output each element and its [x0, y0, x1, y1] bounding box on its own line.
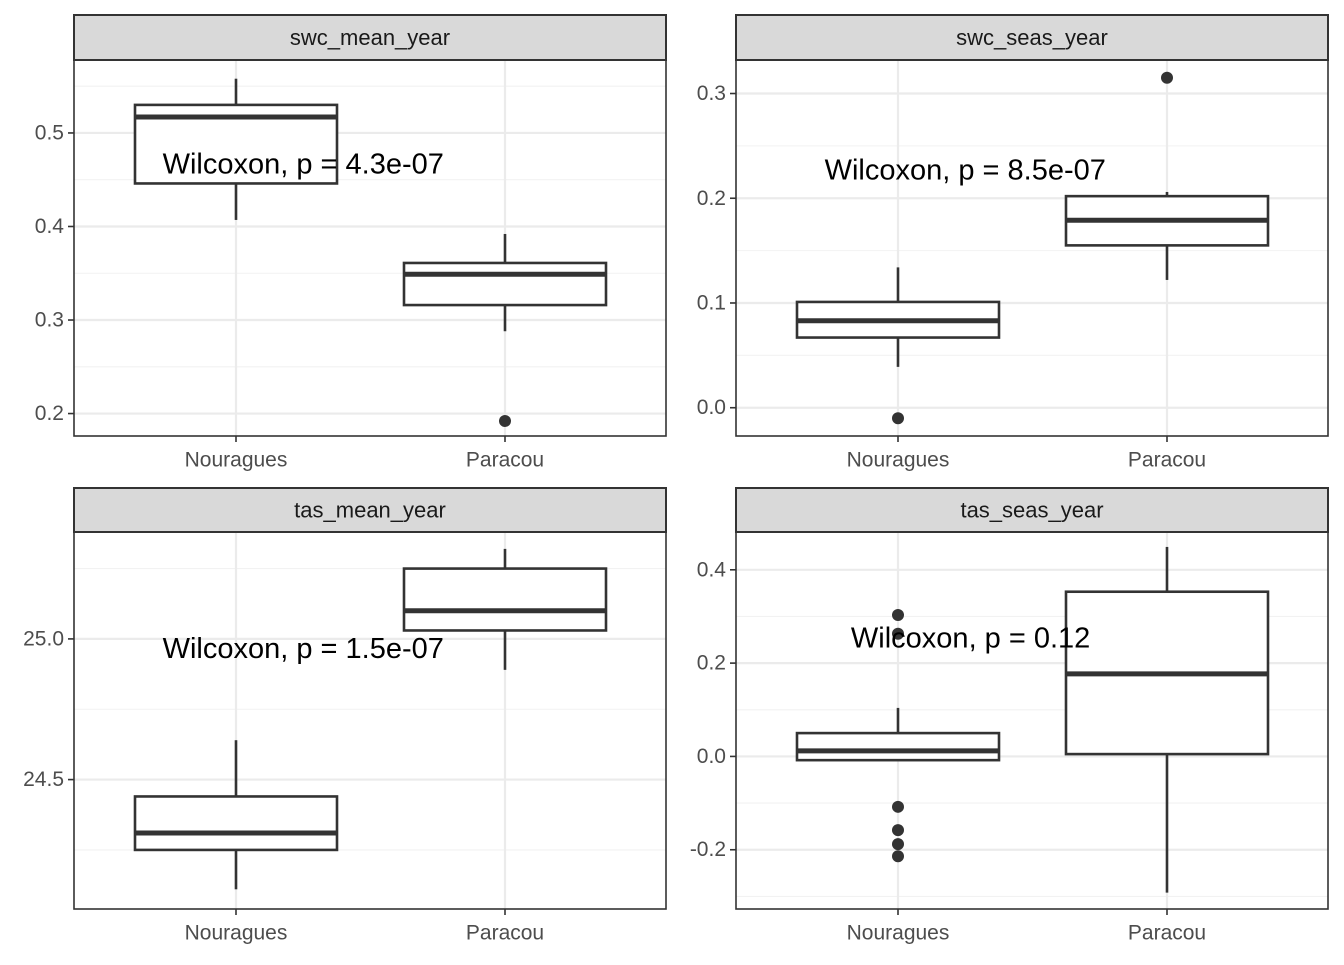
box-nouragues: [795, 609, 1001, 863]
box-paracou: [402, 233, 608, 428]
y-tick-label: 0.0: [697, 396, 726, 419]
y-tick-label: 0.2: [35, 402, 64, 425]
outlier-point: [892, 800, 904, 813]
y-tick-label: 0.5: [35, 121, 64, 144]
facet-strip: [735, 14, 1329, 61]
x-tick-label: Nouragues: [185, 922, 288, 945]
wilcoxon-annotation: Wilcoxon, p = 1.5e-07: [163, 633, 444, 665]
outlier-point: [1161, 71, 1173, 84]
y-tick-label: 24.5: [23, 768, 64, 791]
y-tick-label: 0.2: [697, 652, 726, 675]
box-iqr: [133, 795, 339, 852]
box-iqr: [402, 261, 608, 307]
facet-strip: [735, 487, 1329, 533]
facet-strip: [73, 14, 667, 61]
outlier-point: [892, 850, 904, 863]
facet-panel-swc-seas-year: Wilcoxon, p = 8.5e-07 swc_seas_year 0.0 0.1…: [697, 14, 1329, 472]
y-tick-label: 0.4: [697, 558, 727, 581]
x-tick-label: Paracou: [1128, 449, 1206, 472]
y-tick-label: 0.4: [35, 215, 65, 238]
wilcoxon-annotation: Wilcoxon, p = 4.3e-07: [163, 148, 444, 180]
box-nouragues: [133, 740, 339, 890]
x-tick-label: Paracou: [1128, 922, 1206, 945]
outlier-point: [892, 412, 904, 425]
outlier-point: [892, 627, 904, 640]
box-iqr: [795, 731, 1001, 762]
facet-strip-label: swc_mean_year: [290, 25, 450, 50]
box-nouragues: [795, 267, 1001, 425]
x-tick-label: Nouragues: [847, 449, 950, 472]
wilcoxon-annotation: Wilcoxon, p = 0.12: [851, 622, 1090, 654]
box-paracou: [1064, 546, 1270, 893]
x-tick-label: Nouragues: [847, 922, 950, 945]
box-iqr: [402, 567, 608, 632]
x-tick-label: Paracou: [466, 922, 544, 945]
box-paracou: [402, 548, 608, 670]
y-tick-label: 0.3: [697, 82, 726, 105]
y-tick-label: 0.2: [697, 187, 726, 210]
facet-strip-label: tas_seas_year: [960, 498, 1103, 523]
facet-strip-label: swc_seas_year: [956, 25, 1108, 50]
y-tick-label: -0.2: [690, 838, 726, 861]
outlier-point: [892, 824, 904, 837]
box-paracou: [1064, 71, 1270, 280]
facet-strip-label: tas_mean_year: [294, 498, 446, 523]
y-tick-label: 25.0: [23, 627, 64, 650]
x-tick-label: Paracou: [466, 449, 544, 472]
outlier-point: [499, 415, 511, 428]
facet-strip: [73, 487, 667, 533]
facet-panel-tas-mean-year: Wilcoxon, p = 1.5e-07 tas_mean_year 24.5 25…: [23, 487, 667, 945]
outlier-point: [892, 838, 904, 851]
panel-background: [736, 60, 1328, 436]
facet-panel-swc-mean-year: Wilcoxon, p = 4.3e-07 swc_mean_year 0.2 0.3…: [35, 14, 667, 472]
y-tick-label: 0.3: [35, 309, 64, 332]
x-tick-label: Nouragues: [185, 449, 288, 472]
wilcoxon-annotation: Wilcoxon, p = 8.5e-07: [825, 155, 1106, 187]
y-tick-label: 0.0: [697, 745, 726, 768]
y-tick-label: 0.1: [697, 291, 726, 314]
facet-panel-tas-seas-year: Wilcoxon, p = 0.12 tas_seas_year -0.2 0.0 0.…: [690, 487, 1329, 945]
box-nouragues: [133, 78, 339, 220]
outlier-point: [892, 609, 904, 622]
